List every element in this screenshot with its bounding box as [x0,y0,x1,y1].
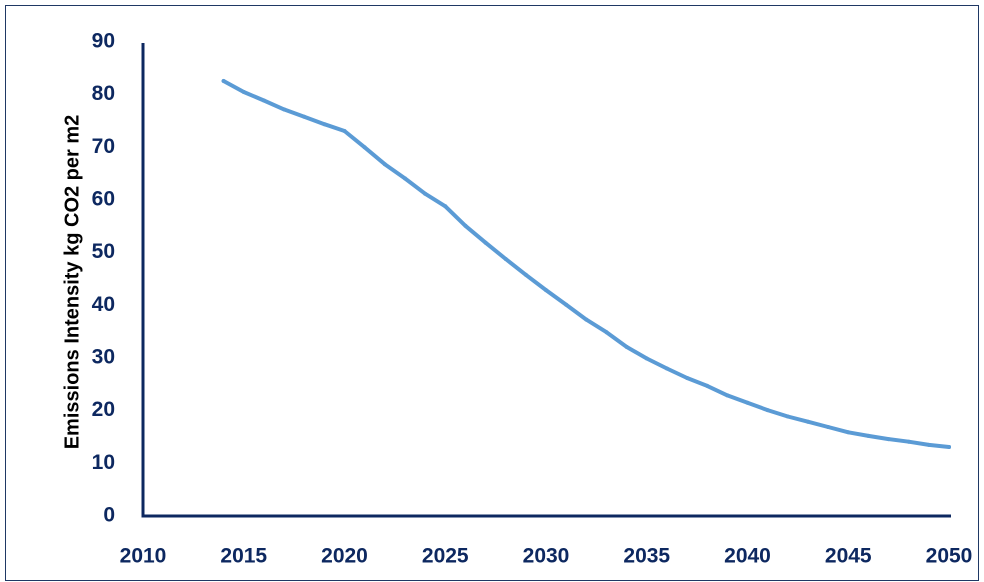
y-tick-label: 0 [103,504,115,527]
y-tick-label: 60 [92,188,115,211]
data-point [342,129,347,133]
x-tick-label: 2045 [825,545,872,568]
y-tick-label: 70 [92,135,115,158]
data-point [664,366,669,371]
data-point [362,145,367,150]
data-point [644,356,649,361]
y-axis-title: Emissions Intensity kg CO2 per m2 [61,115,83,450]
y-tick-label: 80 [92,82,115,105]
data-point [382,162,387,167]
y-tick-label: 40 [92,293,115,316]
x-tick-label: 2040 [724,545,771,568]
x-tick-label: 2015 [220,545,267,568]
line-chart: Emissions Intensity kg CO2 per m2 010203… [61,30,973,568]
data-point [826,425,831,429]
data-point [765,408,770,413]
data-point [685,376,690,380]
x-tick-label: 2020 [321,545,368,568]
data-point [564,302,569,307]
y-tick-label: 50 [92,240,115,263]
y-tick-label: 10 [92,451,115,474]
data-point [241,90,246,94]
data-point [785,414,790,419]
data-point [705,383,710,388]
data-point [544,288,548,293]
data-point [886,437,891,442]
x-tick-label: 2035 [623,545,670,568]
data-point [302,114,307,119]
series-group [221,79,951,449]
data-point [443,204,448,209]
chart-frame: Emissions Intensity kg CO2 per m2 0 10 20 3… [5,5,979,581]
x-tick-label: 2025 [422,545,469,568]
data-point [282,107,286,112]
data-point [423,191,428,196]
data-point [523,272,528,277]
data-point [624,344,629,349]
data-point [584,317,589,322]
series-line [221,79,951,449]
y-tick-label: 20 [92,398,115,421]
data-point [805,419,810,424]
data-point [221,79,226,83]
y-axis-ticks: 0 10 20 30 40 50 60 70 80 90 [92,30,115,527]
data-point [463,223,468,228]
x-tick-label: 2010 [120,545,167,568]
x-tick-label: 2030 [523,545,570,568]
data-point [906,439,911,444]
data-point [261,98,266,103]
x-axis-ticks: 2010 2015 2020 2025 2030 2035 2040 2045 2050 [120,545,973,568]
data-point [503,257,508,261]
x-tick-label: 2050 [926,545,973,568]
data-point [483,240,488,245]
data-point [926,442,931,447]
data-point [745,400,750,405]
data-point [866,433,871,438]
y-tick-label: 30 [92,346,115,369]
data-point [604,330,609,335]
data-point [322,122,327,127]
data-point [947,445,951,449]
data-point [846,430,851,435]
data-point [402,176,407,181]
data-point [725,393,730,398]
y-tick-label: 90 [92,30,115,53]
